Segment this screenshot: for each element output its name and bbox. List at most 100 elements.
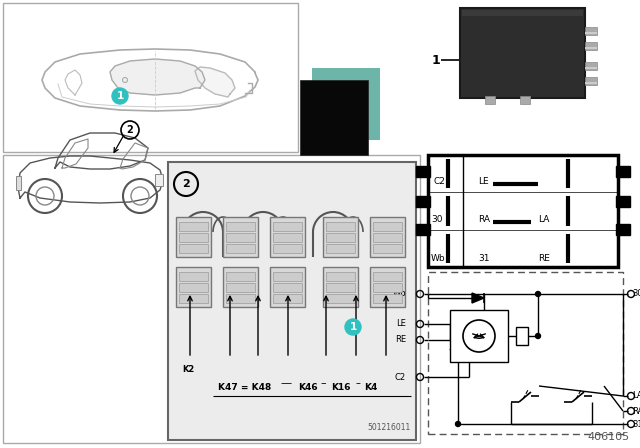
Bar: [323, 217, 358, 257]
Text: 406105: 406105: [588, 432, 630, 442]
Bar: [273, 272, 302, 281]
Circle shape: [456, 422, 461, 426]
Text: LA: LA: [538, 215, 549, 224]
Bar: [226, 222, 255, 231]
Bar: [179, 283, 208, 292]
Text: RA: RA: [478, 215, 490, 224]
Text: K46: K46: [298, 383, 317, 392]
Text: LE: LE: [478, 177, 488, 186]
Bar: [226, 283, 255, 292]
Text: 2: 2: [182, 179, 190, 189]
Bar: [585, 77, 597, 85]
Text: LE: LE: [396, 319, 406, 328]
Bar: [3, 155, 420, 443]
Text: 30: 30: [431, 215, 442, 224]
Text: 31: 31: [632, 419, 640, 428]
Bar: [179, 222, 208, 231]
Bar: [323, 267, 358, 307]
Bar: [155, 174, 163, 186]
Bar: [326, 283, 355, 292]
Bar: [300, 80, 368, 155]
Bar: [373, 294, 402, 303]
Text: 1: 1: [349, 322, 356, 332]
Text: —: —: [280, 378, 292, 388]
Text: 31: 31: [478, 254, 490, 263]
Polygon shape: [110, 59, 205, 95]
Polygon shape: [195, 67, 235, 97]
Bar: [373, 222, 402, 231]
Text: –: –: [320, 378, 326, 388]
Bar: [273, 233, 302, 242]
Circle shape: [536, 292, 541, 297]
Bar: [270, 267, 305, 307]
Bar: [373, 272, 402, 281]
Text: K2: K2: [182, 365, 195, 374]
Text: 30: 30: [632, 289, 640, 298]
Bar: [168, 162, 416, 440]
Circle shape: [536, 333, 541, 339]
Bar: [520, 96, 530, 104]
Bar: [179, 272, 208, 281]
Bar: [3, 3, 298, 152]
Bar: [585, 42, 597, 50]
Bar: [179, 233, 208, 242]
Text: C2: C2: [433, 177, 445, 186]
Text: 1: 1: [116, 91, 124, 101]
Bar: [373, 244, 402, 253]
Bar: [585, 67, 597, 69]
Bar: [176, 217, 211, 257]
Text: Wb: Wb: [431, 254, 445, 263]
Polygon shape: [472, 293, 484, 303]
Bar: [585, 62, 597, 70]
Bar: [616, 166, 630, 177]
Text: –: –: [356, 378, 360, 388]
Bar: [616, 224, 630, 235]
Bar: [616, 196, 630, 207]
Bar: [485, 96, 495, 104]
Bar: [273, 244, 302, 253]
Bar: [585, 27, 597, 35]
Bar: [370, 267, 405, 307]
Text: RA: RA: [632, 406, 640, 415]
Bar: [226, 244, 255, 253]
Bar: [585, 32, 597, 34]
Text: K47 = K48: K47 = K48: [218, 383, 271, 392]
Bar: [179, 244, 208, 253]
Bar: [326, 244, 355, 253]
Text: K16: K16: [331, 383, 351, 392]
Bar: [226, 233, 255, 242]
Bar: [270, 217, 305, 257]
Text: 2: 2: [127, 125, 133, 135]
Text: LA: LA: [632, 392, 640, 401]
Bar: [179, 294, 208, 303]
Bar: [273, 222, 302, 231]
Bar: [223, 267, 258, 307]
Bar: [226, 272, 255, 281]
Bar: [450, 310, 508, 362]
Text: RE: RE: [395, 336, 406, 345]
Bar: [428, 155, 618, 267]
Text: Wb: Wb: [392, 289, 406, 298]
Text: K4: K4: [364, 383, 378, 392]
Text: 1: 1: [431, 53, 440, 66]
Bar: [326, 294, 355, 303]
Bar: [370, 217, 405, 257]
Bar: [326, 222, 355, 231]
Bar: [226, 294, 255, 303]
Bar: [176, 267, 211, 307]
Bar: [326, 233, 355, 242]
Bar: [585, 47, 597, 49]
Bar: [416, 224, 430, 235]
Text: RE: RE: [538, 254, 550, 263]
Bar: [416, 196, 430, 207]
Bar: [326, 272, 355, 281]
Text: C2: C2: [395, 372, 406, 382]
Bar: [416, 166, 430, 177]
Bar: [428, 272, 623, 434]
Bar: [373, 233, 402, 242]
Bar: [273, 283, 302, 292]
Bar: [373, 283, 402, 292]
Circle shape: [112, 88, 128, 104]
Circle shape: [345, 319, 361, 335]
Bar: [585, 82, 597, 84]
